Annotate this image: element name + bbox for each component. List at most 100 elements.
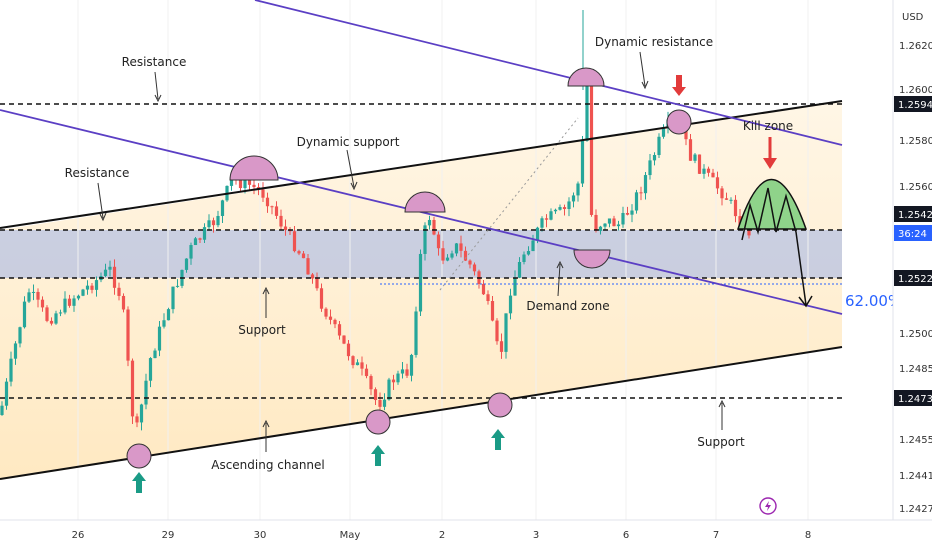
candle-body — [405, 369, 409, 376]
candle-body — [94, 280, 99, 290]
candle-body — [436, 234, 441, 249]
candle-body — [265, 197, 270, 207]
candle-body — [9, 358, 13, 382]
candle-body — [40, 299, 45, 308]
candle-body — [108, 266, 112, 270]
candle-body — [90, 285, 94, 290]
time-tick-label: 30 — [254, 530, 267, 541]
candle-body — [301, 253, 306, 259]
candle-body — [202, 227, 207, 240]
candle-body — [67, 298, 72, 306]
candle-body — [567, 201, 571, 210]
candle-body — [531, 240, 535, 252]
price-tick-label: 1.26000 — [899, 85, 932, 96]
kill-zone — [736, 179, 808, 230]
candle-body — [396, 373, 400, 383]
candle-body — [184, 258, 189, 270]
price-label: 1.25944 — [898, 100, 932, 111]
annotation-label: Resistance — [65, 166, 130, 180]
candle-body — [432, 219, 436, 235]
candle-body — [333, 319, 337, 325]
candle-body — [171, 286, 175, 310]
price-axis[interactable] — [893, 0, 932, 520]
candle-body — [315, 278, 319, 289]
candle-body — [558, 207, 562, 210]
lightning-icon[interactable] — [759, 497, 777, 515]
candle-body — [220, 200, 225, 216]
price-tick-label: 1.25000 — [899, 329, 932, 340]
candle-body — [414, 311, 418, 355]
candle-body — [513, 277, 517, 296]
candle-body — [342, 335, 346, 344]
candle-body — [18, 327, 22, 344]
time-ticks: 26 29 30 May 2 3 6 7 8 — [72, 530, 812, 541]
price-label-box — [894, 270, 932, 286]
arrow-down-icon — [672, 75, 686, 96]
fib-diagonal — [439, 117, 579, 291]
candle-body — [585, 79, 589, 141]
candle-body — [625, 212, 630, 215]
touch-marker — [365, 409, 391, 435]
candle-body — [661, 128, 666, 137]
candles — [0, 10, 751, 431]
candle-body — [409, 354, 414, 376]
price-label: 1.25424 — [898, 210, 932, 221]
projection-path — [741, 187, 807, 306]
candle-body — [423, 225, 427, 254]
candle-body — [459, 243, 463, 251]
candle-body — [175, 285, 180, 287]
candle-body — [207, 220, 211, 228]
price-tick-label: 1.24550 — [899, 435, 932, 446]
candle-body — [369, 376, 373, 390]
candle-body — [22, 301, 27, 328]
arrow-up-icon — [491, 429, 505, 450]
candle-body — [720, 188, 724, 199]
candle-body — [400, 369, 405, 374]
candle-body — [450, 253, 454, 258]
arrow-up-icon — [132, 472, 146, 493]
price-label-box — [894, 96, 932, 112]
annotations: Resistance Resistance Dynamic support Dynam… — [65, 35, 794, 472]
candle-body — [499, 341, 504, 352]
candle-body — [387, 379, 391, 400]
candle-body — [378, 400, 382, 407]
candle-body — [0, 405, 4, 415]
price-labels: 1.25944 1.25424 36:24 1.25223 1.24730 — [894, 96, 932, 406]
candle-body — [229, 178, 234, 186]
candle-body — [589, 79, 594, 215]
time-tick-label: 6 — [623, 530, 629, 541]
candle-body — [733, 199, 738, 217]
candle-body — [360, 362, 364, 369]
candle-body — [445, 257, 450, 261]
price-tick-label: 1.24270 — [899, 504, 932, 515]
candle-body — [112, 266, 117, 288]
price-label-box — [894, 225, 932, 241]
candle-body — [495, 320, 499, 342]
candle-body — [31, 291, 36, 293]
candle-body — [261, 189, 265, 198]
candle-body — [594, 214, 598, 231]
time-tick-label: May — [340, 530, 361, 541]
candle-body — [454, 243, 459, 254]
candle-body — [306, 258, 310, 275]
price-label-box — [894, 206, 932, 222]
time-tick-label: 2 — [439, 530, 445, 541]
dynamic-resistance-line — [254, 0, 843, 146]
touch-marker — [567, 67, 605, 87]
candle-body — [504, 313, 508, 352]
candle-body — [540, 218, 544, 228]
candle-body — [607, 218, 612, 224]
time-axis[interactable] — [0, 520, 932, 550]
candle-body — [648, 160, 652, 176]
candle-body — [144, 380, 148, 405]
candle-body — [418, 253, 423, 312]
candle-body — [148, 358, 153, 381]
candle-body — [517, 262, 522, 278]
price-ticks: 1.26200 1.26000 1.25800 1.25600 1.25000 1.248… — [899, 41, 932, 515]
candle-body — [382, 399, 387, 407]
candle-body — [337, 324, 342, 336]
candle-body — [189, 245, 193, 259]
candle-body — [85, 285, 90, 290]
annotation-pointers — [97, 51, 726, 452]
